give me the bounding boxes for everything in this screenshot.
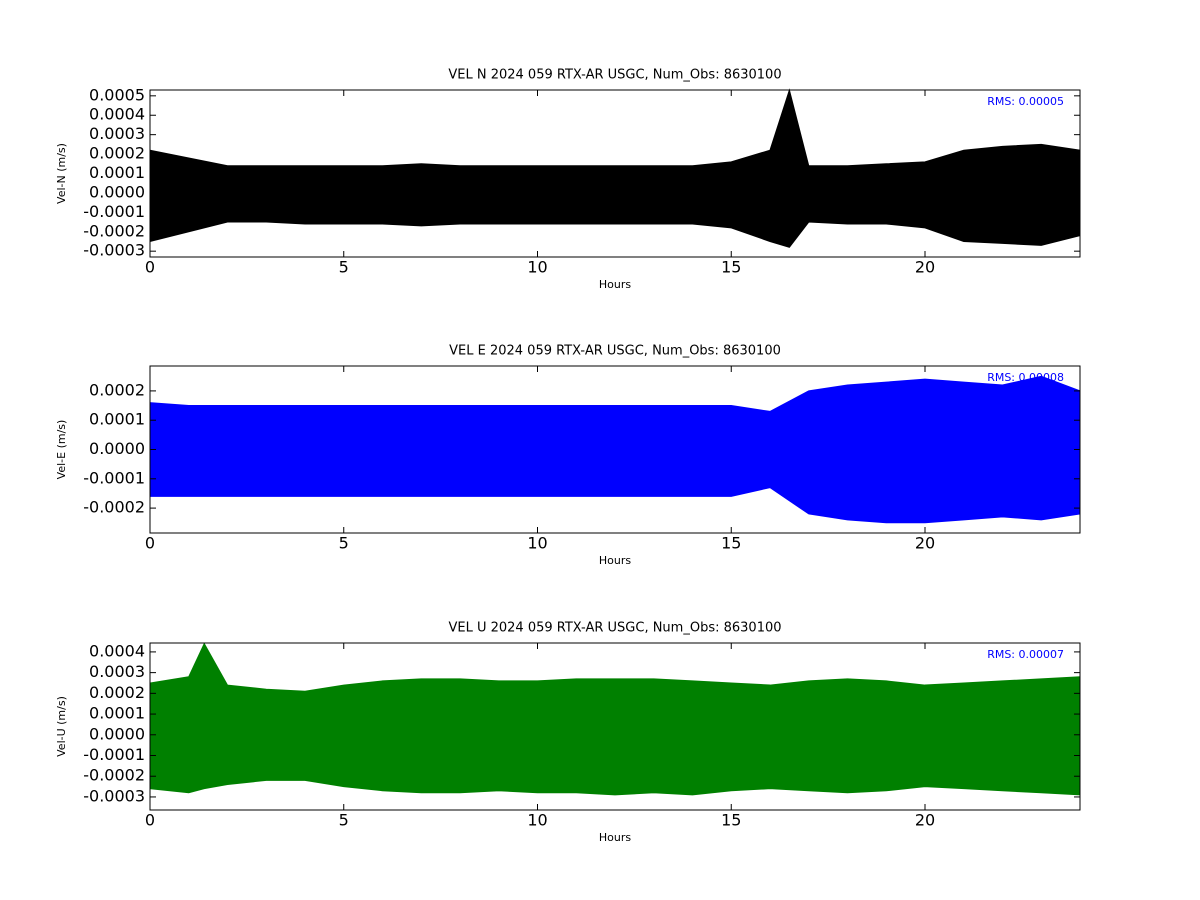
signal-envelope <box>149 88 1081 194</box>
subplot-title: VEL U 2024 059 RTX-AR USGC, Num_Obs: 863… <box>448 621 781 636</box>
subplot-title: VEL E 2024 059 RTX-AR USGC, Num_Obs: 863… <box>449 344 781 359</box>
y-tick-label: 0.0004 <box>89 105 145 124</box>
x-tick-label: 10 <box>527 534 547 553</box>
x-tick-label: 0 <box>145 811 155 830</box>
y-tick-label: -0.0003 <box>83 241 145 260</box>
signal-envelope <box>149 449 1081 524</box>
signal-envelope <box>149 642 1081 736</box>
x-axis-label: Hours <box>599 278 631 291</box>
subplot-title: VEL N 2024 059 RTX-AR USGC, Num_Obs: 863… <box>448 68 781 83</box>
y-axis-label: Vel-E (m/s) <box>55 420 68 480</box>
x-tick-label: 20 <box>915 811 935 830</box>
y-tick-label: 0.0002 <box>89 683 145 702</box>
y-tick-label: 0.0001 <box>89 410 145 429</box>
signal-envelope <box>149 192 1081 248</box>
x-tick-label: 15 <box>721 258 741 277</box>
y-tick-label: 0.0004 <box>89 641 145 660</box>
rms-annotation: RMS: 0.00008 <box>987 371 1064 384</box>
axes-frame <box>149 642 1081 811</box>
y-axis-label: Vel-N (m/s) <box>55 143 68 204</box>
signal-envelope <box>149 375 1081 450</box>
x-tick-label: 15 <box>721 534 741 553</box>
x-tick-label: 0 <box>145 534 155 553</box>
x-tick-label: 5 <box>339 258 349 277</box>
y-tick-label: 0.0002 <box>89 380 145 399</box>
y-tick-label: 0.0002 <box>89 144 145 163</box>
x-axis-label: Hours <box>599 554 631 567</box>
y-tick-label: 0.0000 <box>89 724 145 743</box>
y-tick-label: -0.0001 <box>83 745 145 764</box>
y-tick-label: 0.0003 <box>89 662 145 681</box>
x-tick-label: 20 <box>915 534 935 553</box>
x-tick-label: 10 <box>527 811 547 830</box>
y-tick-label: -0.0002 <box>83 498 145 517</box>
y-tick-label: -0.0003 <box>83 786 145 805</box>
y-tick-label: -0.0002 <box>83 221 145 240</box>
rms-annotation: RMS: 0.00007 <box>987 648 1064 661</box>
y-tick-label: 0.0001 <box>89 163 145 182</box>
y-tick-label: 0.0003 <box>89 124 145 143</box>
y-tick-label: 0.0001 <box>89 704 145 723</box>
y-tick-label: -0.0001 <box>83 202 145 221</box>
x-tick-label: 0 <box>145 258 155 277</box>
y-tick-label: 0.0000 <box>89 182 145 201</box>
x-axis-label: Hours <box>599 831 631 844</box>
x-tick-label: 5 <box>339 534 349 553</box>
y-tick-label: -0.0001 <box>83 468 145 487</box>
signal-envelope <box>149 734 1081 796</box>
rms-annotation: RMS: 0.00005 <box>987 95 1064 108</box>
y-axis-label: Vel-U (m/s) <box>55 696 68 757</box>
x-tick-label: 15 <box>721 811 741 830</box>
x-tick-label: 5 <box>339 811 349 830</box>
x-tick-label: 10 <box>527 258 547 277</box>
y-tick-label: -0.0002 <box>83 766 145 785</box>
x-tick-label: 20 <box>915 258 935 277</box>
y-tick-label: 0.0000 <box>89 439 145 458</box>
y-tick-label: 0.0005 <box>89 85 145 104</box>
